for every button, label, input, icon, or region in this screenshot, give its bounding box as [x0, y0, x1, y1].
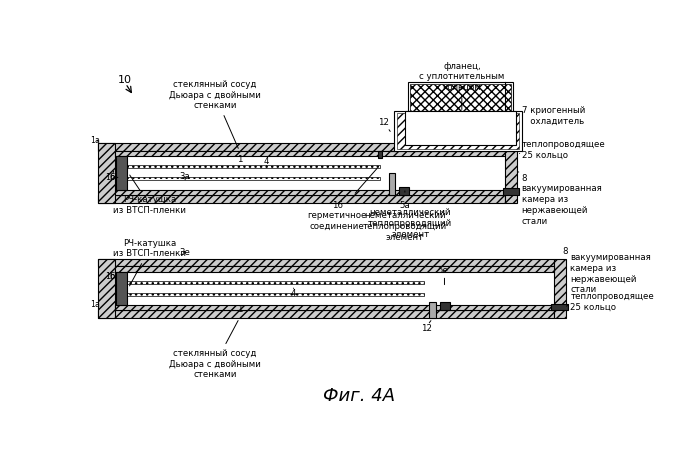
Bar [115, 189, 505, 195]
Bar [440, 302, 450, 310]
Text: 19: 19 [452, 130, 463, 139]
Bar [98, 143, 505, 151]
Text: стеклянный сосуд
Дьюара с двойными
стенками: стеклянный сосуд Дьюара с двойными стенк… [169, 80, 261, 148]
Text: 3е: 3е [180, 248, 190, 257]
Text: 16
герметичное
соединение: 16 герметичное соединение [307, 201, 367, 231]
Text: 6: 6 [109, 272, 115, 281]
Bar [120, 281, 424, 284]
Bar [116, 272, 127, 305]
Text: теплопроводящее
25 кольцо: теплопроводящее 25 кольцо [522, 140, 606, 160]
Bar [115, 305, 554, 310]
Bar [378, 151, 382, 158]
Bar [98, 195, 505, 203]
Bar [116, 156, 127, 189]
Text: 1: 1 [237, 305, 242, 315]
Bar [120, 177, 381, 180]
Text: 1а: 1а [90, 300, 100, 309]
Text: 12: 12 [421, 324, 432, 333]
Text: 6: 6 [109, 174, 115, 182]
Bar [394, 111, 522, 151]
Text: РЧ-катушка
из ВТСП-пленки: РЧ-катушка из ВТСП-пленки [113, 239, 186, 286]
Bar [98, 310, 554, 318]
Text: 1b: 1b [106, 173, 116, 182]
Text: РЧ-катушка
из ВТСП-пленки: РЧ-катушка из ВТСП-пленки [113, 175, 186, 215]
Bar [554, 258, 566, 318]
Bar [115, 151, 505, 156]
Bar [120, 293, 424, 296]
Bar [389, 173, 395, 195]
Text: 7 криогенный
   охладитель: 7 криогенный охладитель [522, 106, 585, 126]
Bar [429, 302, 436, 318]
Text: 1: 1 [237, 154, 242, 164]
Bar [405, 111, 516, 145]
Text: фланец,
с уплотнительным
кольцом: фланец, с уплотнительным кольцом [419, 62, 505, 109]
Text: 10: 10 [118, 75, 132, 85]
Text: 8
вакуумированная
камера из
нержавеющей
стали: 8 вакуумированная камера из нержавеющей … [522, 174, 602, 226]
Bar [397, 113, 519, 149]
Text: стеклянный сосуд
Дьюара с двойными
стенками: стеклянный сосуд Дьюара с двойными стенк… [169, 320, 261, 379]
Bar [400, 187, 410, 195]
Text: 3а: 3а [180, 172, 190, 181]
Text: 1а: 1а [90, 136, 100, 144]
Text: 12: 12 [378, 118, 388, 127]
Text: вакуумированная
камера из
нержавеющей
стали: вакуумированная камера из нержавеющей ст… [570, 253, 651, 295]
Bar [120, 165, 381, 168]
Text: 4: 4 [291, 289, 296, 298]
Text: 5е: 5е [438, 266, 448, 275]
Bar [410, 84, 510, 149]
Bar [98, 143, 115, 203]
Text: 8: 8 [562, 247, 568, 256]
Bar [407, 82, 513, 151]
Bar [115, 266, 554, 272]
Text: 1b: 1b [106, 272, 116, 281]
Bar [505, 143, 517, 203]
Bar [552, 303, 568, 310]
Bar [98, 258, 554, 266]
Text: 4: 4 [264, 158, 270, 166]
Text: теплопроводящее
25 кольцо: теплопроводящее 25 кольцо [570, 292, 654, 312]
Text: Фиг. 4А: Фиг. 4А [323, 387, 395, 405]
Bar [503, 188, 519, 195]
Bar [98, 258, 115, 318]
Text: неметаллический
теплопроводящий
элемент: неметаллический теплопроводящий элемент [368, 208, 452, 239]
Text: 5а
неметаллический
теплопроводящий
элемент: 5а неметаллический теплопроводящий элеме… [363, 201, 447, 242]
